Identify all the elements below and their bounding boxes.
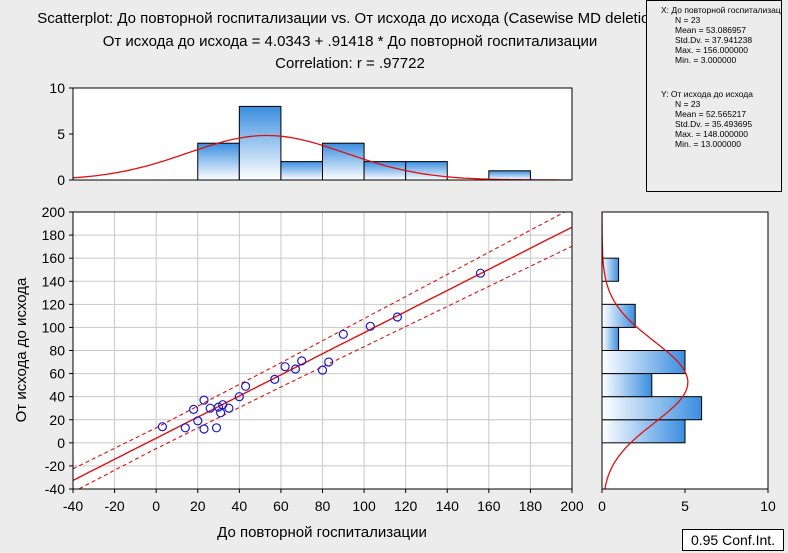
y-tick-label: 200 — [42, 204, 66, 220]
y-tick-label: 140 — [42, 273, 66, 289]
data-point — [392, 312, 402, 322]
data-point — [365, 321, 375, 331]
x-tick-label: 100 — [352, 498, 376, 514]
data-point — [180, 423, 190, 433]
data-point — [224, 403, 234, 413]
x-histogram-normal-curve — [73, 134, 572, 180]
y-tick-label: -40 — [45, 481, 65, 497]
x-tick-label: 20 — [190, 498, 206, 514]
confidence-band-upper — [73, 212, 566, 470]
x-tick-label: 160 — [477, 498, 501, 514]
data-point — [280, 362, 290, 372]
y-tick-label: 40 — [49, 389, 65, 405]
data-point — [270, 374, 280, 384]
data-point — [157, 422, 167, 432]
x-histogram-bar — [280, 161, 323, 181]
descriptive-stats-legend: X: До повторной госпитализации N = 23 Me… — [646, 0, 782, 192]
confidence-band-lower — [77, 245, 572, 489]
data-point — [317, 365, 328, 375]
stats-x-min: Min. = 3.000000 — [675, 55, 737, 65]
data-point — [199, 424, 209, 434]
y-hist-tick-label: 5 — [681, 498, 689, 514]
stats-y-sd: Std.Dv. = 35.493695 — [675, 119, 753, 129]
y-tick-label: 160 — [42, 250, 66, 266]
y-histogram-bar — [601, 326, 620, 351]
x-tick-label: 0 — [152, 498, 160, 514]
data-point — [193, 416, 203, 426]
stats-y-mean: Mean = 52.565217 — [675, 109, 747, 119]
x-tick-label: -20 — [104, 498, 124, 514]
stats-y-header: Y: От исхода до исхода — [661, 89, 753, 99]
y-histogram-bar — [601, 396, 703, 421]
y-hist-tick-label: 10 — [760, 498, 776, 514]
chart-title-line-3: Correlation: r = .97722 — [275, 55, 425, 72]
x-histogram-bar — [197, 142, 240, 181]
x-tick-label: 200 — [560, 498, 584, 514]
y-tick-label: 180 — [42, 227, 66, 243]
x-histogram-bar — [363, 161, 407, 181]
y-histogram-bar — [601, 350, 686, 375]
y-tick-label: 80 — [49, 343, 65, 359]
stats-y-min: Min. = 13.000000 — [675, 139, 741, 149]
y-tick-label: 120 — [42, 296, 66, 312]
x-hist-tick-label: 10 — [49, 80, 65, 96]
y-hist-tick-label: 0 — [598, 498, 606, 514]
y-axis-label: От исхода до исхода — [13, 277, 30, 422]
data-point — [241, 381, 251, 391]
x-tick-label: 80 — [315, 498, 331, 514]
x-tick-label: 40 — [232, 498, 248, 514]
x-tick-label: -40 — [63, 498, 83, 514]
x-hist-tick-label: 5 — [57, 126, 65, 142]
y-tick-label: 20 — [49, 412, 65, 428]
stats-x-max: Max. = 156.000000 — [675, 45, 749, 55]
data-point — [475, 268, 486, 278]
stats-x-n: N = 23 — [675, 15, 701, 25]
x-tick-label: 180 — [519, 498, 543, 514]
data-point — [338, 329, 348, 339]
data-point — [324, 357, 334, 367]
x-histogram-bar — [322, 142, 365, 181]
x-histogram-bar — [238, 105, 282, 181]
data-point — [199, 395, 209, 405]
x-tick-label: 60 — [273, 498, 289, 514]
chart-title-line-1: Scatterplot: До повторной госпитализации… — [37, 10, 663, 27]
data-point — [211, 423, 222, 433]
y-tick-label: 0 — [57, 435, 65, 451]
x-axis-label: До повторной госпитализации — [217, 524, 427, 541]
confidence-interval-legend: 0.95 Conf.Int. — [682, 529, 784, 551]
y-histogram-normal-curve — [602, 212, 689, 489]
chart-title-line-2: От исхода до исхода = 4.0343 + .91418 * … — [102, 33, 598, 50]
x-hist-tick-label: 0 — [57, 172, 65, 188]
x-tick-label: 140 — [436, 498, 460, 514]
regression-line — [73, 226, 572, 482]
y-histogram-bar — [601, 373, 653, 398]
stats-y-n: N = 23 — [675, 99, 701, 109]
y-tick-label: 60 — [49, 366, 65, 382]
data-point — [290, 364, 301, 374]
data-point — [216, 408, 226, 418]
stats-x-header: X: До повторной госпитализации — [661, 5, 782, 15]
data-point — [297, 356, 307, 366]
x-histogram-bar — [405, 161, 448, 181]
data-point — [189, 404, 199, 414]
stats-x-sd: Std.Dv. = 37.941238 — [675, 35, 753, 45]
stats-x-mean: Mean = 53.086957 — [675, 25, 747, 35]
x-tick-label: 120 — [394, 498, 418, 514]
y-tick-label: 100 — [42, 319, 66, 335]
x-histogram-bar — [488, 170, 531, 181]
data-point — [234, 392, 244, 402]
stats-y-max: Max. = 148.000000 — [675, 129, 749, 139]
y-tick-label: -20 — [45, 458, 65, 474]
